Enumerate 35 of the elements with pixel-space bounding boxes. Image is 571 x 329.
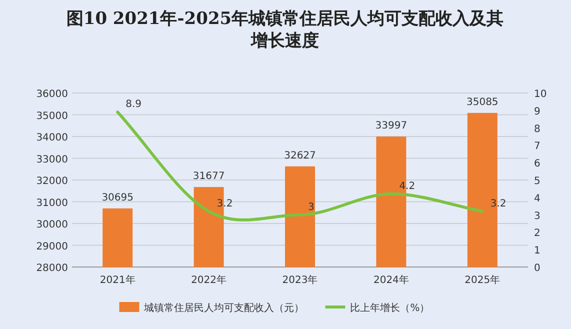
y-tick-label: 28000 bbox=[36, 263, 68, 274]
y2-tick-label: 2 bbox=[534, 228, 540, 240]
data-label: 33997 bbox=[375, 120, 408, 132]
data-label: 3 bbox=[308, 202, 314, 213]
y2-tick-label: 9 bbox=[534, 106, 540, 118]
y-tick-label: 32000 bbox=[36, 176, 68, 187]
x-tick-label: 2024年 bbox=[373, 274, 409, 286]
y-tick-label: 31000 bbox=[36, 198, 68, 209]
legend-label: 比上年增长（%） bbox=[350, 302, 430, 314]
legend-label: 城镇常住居民人均可支配收入（元） bbox=[143, 302, 304, 314]
data-label: 31677 bbox=[192, 171, 225, 182]
x-tick-label: 2023年 bbox=[282, 274, 318, 286]
data-label: 32627 bbox=[284, 150, 316, 162]
y2-tick-label: 6 bbox=[534, 158, 540, 170]
x-tick-label: 2021年 bbox=[100, 274, 136, 286]
y-tick-label: 33000 bbox=[36, 154, 68, 166]
y2-tick-label: 3 bbox=[534, 210, 540, 222]
y2-tick-label: 10 bbox=[534, 89, 547, 100]
y-tick-label: 30000 bbox=[36, 220, 68, 230]
y-tick-label: 34000 bbox=[36, 132, 68, 144]
y-tick-label: 29000 bbox=[36, 241, 68, 252]
y2-tick-label: 8 bbox=[534, 124, 540, 135]
x-tick-label: 2022年 bbox=[191, 274, 227, 286]
y2-tick-label: 7 bbox=[534, 141, 540, 152]
y2-tick-label: 4 bbox=[534, 193, 540, 204]
y-tick-label: 35000 bbox=[36, 110, 68, 122]
title: 图10 2021年-2025年城镇常住居民人均可支配收入及其增长速度 bbox=[66, 9, 504, 51]
y-tick-label: 36000 bbox=[36, 89, 68, 100]
data-label: 35085 bbox=[466, 96, 498, 108]
data-label: 8.9 bbox=[126, 99, 142, 110]
x-tick-label: 2025年 bbox=[464, 274, 500, 286]
y2-tick-label: 1 bbox=[534, 246, 540, 257]
y2-tick-label: 0 bbox=[534, 263, 540, 274]
data-label: 30695 bbox=[102, 192, 134, 204]
y2-tick-label: 5 bbox=[534, 176, 540, 187]
